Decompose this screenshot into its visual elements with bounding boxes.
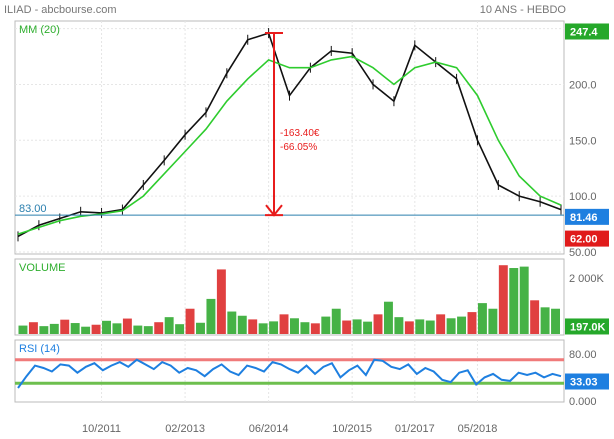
rsi-ytick-2: 0.000 bbox=[569, 396, 597, 408]
moving-average-layer bbox=[17, 55, 562, 235]
volume-bar-15 bbox=[175, 324, 185, 334]
chart-period-label: 10 ANS - HEBDO bbox=[480, 4, 567, 16]
volume-bar-41 bbox=[446, 318, 456, 334]
rsi-ytick-0: 80.00 bbox=[569, 349, 597, 361]
volume-bar-51 bbox=[551, 308, 560, 334]
volume-bar-45 bbox=[488, 308, 498, 334]
x-axis-tick-1: 02/2013 bbox=[165, 423, 205, 435]
price-badge-0-bg bbox=[565, 23, 609, 40]
price-badge-1-label: 81.46 bbox=[570, 212, 598, 224]
volume-bar-27 bbox=[300, 322, 310, 334]
volume-bar-5 bbox=[70, 323, 80, 334]
moving-average-line bbox=[17, 55, 562, 235]
volume-bar-34 bbox=[373, 314, 383, 334]
x-axis-tick-5: 05/2018 bbox=[458, 423, 498, 435]
volume-bar-40 bbox=[436, 314, 446, 334]
x-axis-tick-2: 06/2014 bbox=[249, 423, 289, 435]
volume-bar-14 bbox=[164, 317, 174, 334]
volume-bars-layer bbox=[18, 265, 560, 334]
rsi-panel-title: RSI (14) bbox=[19, 343, 60, 355]
volume-bar-43 bbox=[467, 312, 477, 334]
rsi-levels-layer bbox=[15, 358, 564, 385]
volume-bar-19 bbox=[216, 269, 226, 334]
volume-bar-48 bbox=[519, 266, 529, 334]
volume-bar-37 bbox=[404, 321, 414, 334]
price-badge-2-bg bbox=[565, 230, 609, 247]
volume-bar-25 bbox=[279, 314, 289, 334]
volume-badge-label: 197.0K bbox=[570, 321, 606, 333]
volume-bar-49 bbox=[530, 300, 540, 334]
volume-bar-2 bbox=[39, 326, 49, 334]
rsi-line-layer bbox=[17, 358, 562, 389]
volume-bar-26 bbox=[290, 318, 299, 334]
rsi-line bbox=[17, 358, 562, 389]
volume-bar-39 bbox=[425, 320, 435, 334]
volume-bar-32 bbox=[352, 319, 362, 334]
volume-bar-10 bbox=[122, 318, 132, 334]
price-badge-1-bg bbox=[565, 208, 609, 225]
volume-bar-47 bbox=[509, 268, 519, 334]
volume-bar-36 bbox=[394, 317, 404, 334]
volume-bar-24 bbox=[269, 321, 279, 334]
chart-source-title: ILIAD - abcbourse.com bbox=[4, 4, 117, 16]
volume-bar-6 bbox=[81, 326, 91, 334]
volume-panel-title: VOLUME bbox=[19, 262, 65, 274]
volume-bar-8 bbox=[102, 320, 111, 334]
volume-bar-23 bbox=[258, 323, 268, 334]
volume-bar-50 bbox=[540, 307, 550, 334]
x-axis-ticks: 10/2011 02/2013 06/2014 10/2015 01/2017 05/20… bbox=[82, 423, 497, 435]
rsi-badge-bg bbox=[565, 373, 609, 390]
drawdown-pct-label: -66.05% bbox=[280, 142, 317, 153]
reference-line-layer: 83.00 bbox=[15, 203, 564, 216]
x-axis-tick-4: 01/2017 bbox=[395, 423, 435, 435]
volume-bar-17 bbox=[196, 322, 205, 334]
volume-bar-11 bbox=[133, 325, 143, 334]
volume-bar-7 bbox=[91, 324, 101, 334]
volume-bar-31 bbox=[342, 320, 352, 334]
price-badge-2-label: 62.00 bbox=[570, 234, 598, 246]
ma-panel-title: MM (20) bbox=[19, 24, 60, 36]
volume-bar-20 bbox=[227, 311, 237, 334]
price-badge-0-label: 247.4 bbox=[570, 26, 598, 38]
rsi-panel bbox=[14, 339, 565, 403]
volume-bar-33 bbox=[363, 321, 373, 334]
rsi-badge-label: 33.03 bbox=[570, 377, 598, 389]
volume-bar-42 bbox=[457, 316, 467, 334]
volume-bar-4 bbox=[60, 319, 70, 334]
volume-bar-46 bbox=[498, 265, 508, 334]
volume-bar-18 bbox=[206, 298, 216, 334]
volume-bar-0 bbox=[18, 325, 28, 334]
reference-line-label: 83.00 bbox=[19, 203, 47, 215]
volume-bar-28 bbox=[310, 323, 320, 334]
price-ytick-3: 100.0 bbox=[569, 191, 597, 203]
volume-bar-1 bbox=[28, 322, 38, 334]
price-ytick-1: 200.0 bbox=[569, 79, 597, 91]
volume-bar-44 bbox=[477, 303, 487, 334]
volume-badge-bg bbox=[565, 318, 609, 335]
volume-bar-9 bbox=[112, 323, 122, 334]
volume-bar-21 bbox=[237, 315, 247, 334]
drawdown-arrow-layer: -163.40€ -66.05% bbox=[265, 32, 320, 217]
volume-bar-30 bbox=[331, 308, 341, 334]
volume-ytick-0: 2 000K bbox=[569, 273, 605, 285]
volume-bar-22 bbox=[248, 319, 258, 334]
volume-bar-29 bbox=[321, 316, 331, 334]
price-ytick-2: 150.0 bbox=[569, 135, 597, 147]
volume-bar-38 bbox=[415, 319, 425, 334]
x-axis-tick-3: 10/2015 bbox=[332, 423, 372, 435]
drawdown-change-label: -163.40€ bbox=[280, 128, 320, 139]
volume-bar-3 bbox=[49, 323, 59, 334]
drawdown-arrow-head bbox=[265, 204, 283, 217]
volume-bar-35 bbox=[383, 301, 393, 334]
volume-bar-16 bbox=[185, 308, 195, 334]
volume-bar-13 bbox=[154, 322, 164, 334]
price-ytick-4: 50.00 bbox=[569, 247, 597, 259]
volume-bar-12 bbox=[143, 326, 153, 334]
value-badges: 247.4 81.46 62.00 197.0K 33.03 bbox=[565, 23, 609, 390]
x-axis-tick-0: 10/2011 bbox=[82, 423, 121, 435]
